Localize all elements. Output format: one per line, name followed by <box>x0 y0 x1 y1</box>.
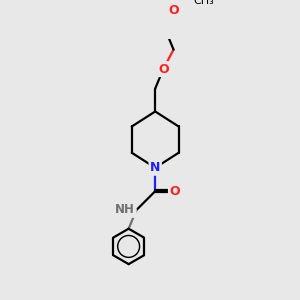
Text: NH: NH <box>115 203 135 217</box>
Text: N: N <box>150 161 160 174</box>
Text: CH₃: CH₃ <box>193 0 214 7</box>
Text: O: O <box>169 185 180 198</box>
Text: O: O <box>168 4 179 17</box>
Text: O: O <box>158 63 169 76</box>
